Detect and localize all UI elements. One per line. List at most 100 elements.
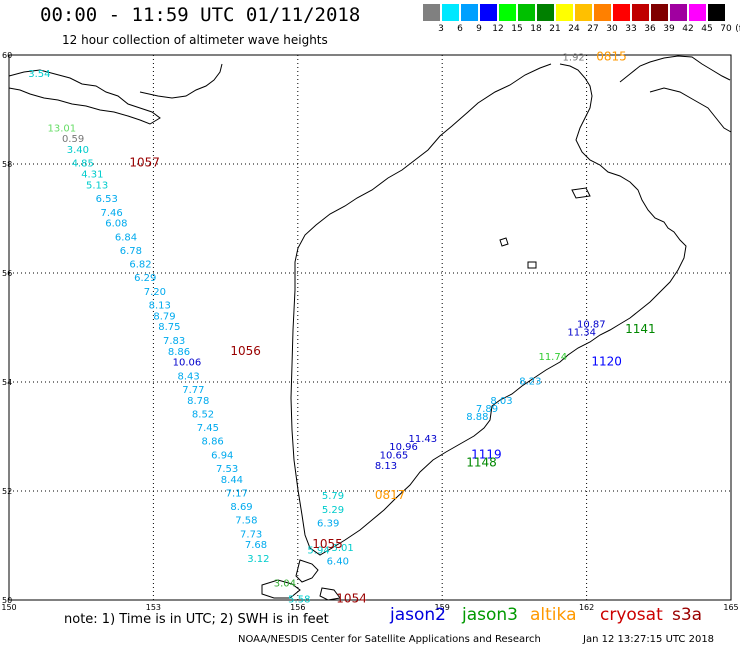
legend-label: 33 (625, 24, 637, 34)
small-island-3 (571, 187, 591, 199)
wave-height-value: 8.13 (149, 300, 171, 311)
wave-height-value: 5.01 (331, 543, 353, 554)
legend-swatch (442, 4, 459, 21)
legend-unit: (ft) (735, 24, 740, 34)
wave-height-value: 8.88 (466, 412, 488, 423)
timestamp-text: Jan 12 13:27:15 UTC 2018 (583, 634, 715, 645)
wave-height-value: 7.20 (144, 287, 166, 298)
wave-height-value: 6.08 (105, 219, 127, 230)
wave-height-value: 7.89 (476, 404, 498, 415)
wave-height-value: 7.83 (163, 336, 185, 347)
northeast-coastline (619, 55, 731, 83)
satellite-label-jason3: jason3 (462, 605, 518, 625)
lon-tick-label: 156 (290, 603, 305, 612)
lon-tick-label: 165 (723, 603, 738, 612)
legend-swatch (594, 4, 611, 21)
wave-height-value: 10.65 (380, 450, 409, 461)
satellite-label-jason2: jason2 (390, 605, 446, 625)
wave-height-value: 7.77 (182, 385, 204, 396)
credit-text: NOAA/NESDIS Center for Satellite Applica… (238, 634, 541, 645)
wave-height-value: 8.23 (519, 377, 541, 388)
legend-swatch (480, 4, 497, 21)
pass-time-label: 0815 (596, 49, 627, 63)
legend-label: 27 (587, 24, 599, 34)
satellite-label-altika: altika (530, 605, 577, 625)
coastline (8, 55, 732, 601)
pass-time-label: 1057 (129, 156, 160, 170)
legend-label: 36 (644, 24, 656, 34)
wave-height-value: 8.86 (202, 437, 224, 448)
legend-swatch (556, 4, 573, 21)
small-island (527, 261, 537, 269)
wave-height-value: 6.40 (327, 557, 349, 568)
wave-height-value: 3.40 (67, 145, 89, 156)
legend-label: 21 (549, 24, 561, 34)
wave-height-value: 6.84 (115, 232, 137, 243)
lat-tick-label: 56 (2, 269, 12, 278)
kuril-island-1 (295, 559, 319, 583)
wave-height-value: 5.79 (322, 491, 344, 502)
legend-swatch (518, 4, 535, 21)
northeast-coastline-2 (649, 87, 732, 133)
wave-height-value: 8.75 (158, 322, 180, 333)
wave-height-value: 6.94 (211, 450, 233, 461)
axis-tick-labels: 150 153 156 159 162 165 60 58 56 54 52 50 (1, 51, 738, 612)
wave-height-value: 8.44 (221, 475, 243, 486)
wave-height-value: 7.68 (245, 540, 267, 551)
wave-height-value: 6.82 (129, 260, 151, 271)
wave-height-value: 4.31 (81, 170, 103, 181)
map-frame (8, 54, 732, 601)
wave-height-value: 3.54 (28, 69, 50, 80)
magadan-coastline-2 (139, 63, 223, 99)
pass-time-label: 1120 (591, 355, 622, 369)
wave-height-value: 6.29 (134, 273, 156, 284)
wave-height-value: 6.53 (96, 194, 118, 205)
legend-swatch (708, 4, 725, 21)
lon-tick-label: 150 (1, 603, 16, 612)
legend-label: 18 (530, 24, 542, 34)
page-subtitle: 12 hour collection of altimeter wave hei… (62, 33, 328, 47)
legend-label: 30 (606, 24, 618, 34)
legend-label: 9 (476, 24, 482, 34)
wave-height-value: 8.79 (153, 311, 175, 322)
legend-swatch (613, 4, 630, 21)
legend-label: 42 (682, 24, 694, 34)
wave-height-value: 10.96 (389, 442, 418, 453)
legend-label: 39 (663, 24, 675, 34)
wave-height-value: 5.94 (307, 546, 329, 557)
wave-height-value: 11.43 (409, 434, 438, 445)
legend-swatch (423, 4, 440, 21)
legend-swatch (537, 4, 554, 21)
satellite-label-cryosat: cryosat (600, 605, 663, 625)
wave-height-value: 8.13 (375, 461, 397, 472)
wave-height-value: 5.58 (288, 595, 310, 606)
wave-height-value: 8.03 (490, 396, 512, 407)
wave-height-value: 10.87 (577, 320, 606, 331)
pass-time-label: 1054 (336, 592, 367, 606)
pass-time-label: 1119 (471, 447, 502, 461)
wave-height-value: 8.69 (230, 502, 252, 513)
wave-height-value: 11.74 (538, 352, 567, 363)
pass-time-label: 1056 (230, 344, 261, 358)
wave-height-value: 7.73 (240, 529, 262, 540)
satellite-label-s3a: s3a (672, 605, 703, 625)
pass-time-label: 1141 (625, 322, 656, 336)
wave-height-value: 8.78 (187, 396, 209, 407)
magadan-coastline (8, 69, 161, 125)
graticule (9, 55, 731, 600)
lat-tick-label: 60 (2, 51, 12, 60)
kuril-island-3 (319, 587, 341, 601)
wave-height-value: 6.78 (120, 246, 142, 257)
lat-tick-label: 58 (2, 160, 12, 169)
lon-tick-label: 159 (435, 603, 450, 612)
legend-label: 6 (457, 24, 463, 34)
legend-swatch (575, 4, 592, 21)
wave-height-value: 7.53 (216, 464, 238, 475)
lat-tick-label: 50 (2, 596, 12, 605)
page-title: 00:00 - 11:59 UTC 01/11/2018 (40, 4, 361, 26)
wave-height-value: 7.17 (226, 488, 248, 499)
note-text: note: 1) Time is in UTC; 2) SWH is in fe… (64, 612, 329, 627)
lat-tick-label: 52 (2, 487, 12, 496)
